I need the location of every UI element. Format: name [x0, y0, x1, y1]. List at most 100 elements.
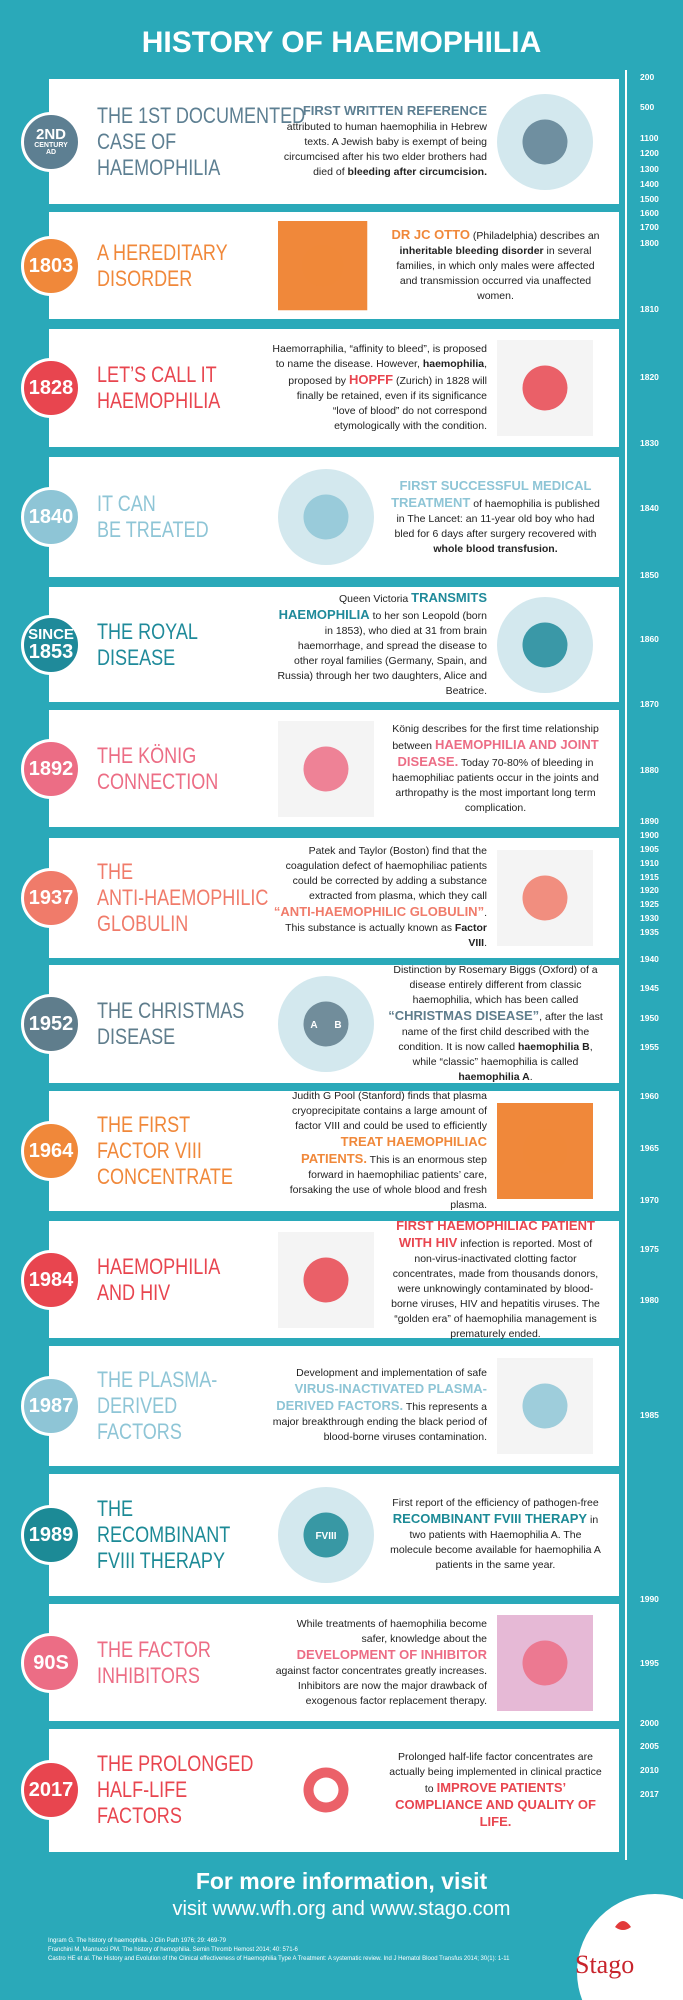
- icon: [497, 849, 593, 946]
- body-run: This is an enormous step forward in haem…: [289, 1153, 487, 1211]
- timeline-label: 1400: [640, 178, 659, 189]
- body-inner: Development and implementation of safe V…: [272, 1366, 487, 1445]
- body-run: FIRST SUCCESSFUL MEDICAL TREATMENT: [391, 477, 592, 510]
- body-run: Distinction by Rosemary Biggs (Oxford) o…: [393, 964, 598, 1007]
- icon: [278, 220, 368, 311]
- year-text: 90S: [33, 1651, 69, 1674]
- body-run: FIRST WRITTEN REFERENCE: [302, 103, 487, 119]
- year-text: 1937: [28, 886, 74, 909]
- heading-line: BE TREATED: [97, 517, 209, 543]
- body-run: infection is reported. Most of non-virus…: [391, 1237, 600, 1340]
- icon: [497, 340, 593, 437]
- heading-line: FACTORS: [97, 1418, 182, 1444]
- timeline-label: 1995: [640, 1657, 659, 1668]
- timeline-label: 1870: [640, 698, 659, 709]
- icon-shape: [522, 622, 568, 668]
- body-inner: Judith G Pool (Stanford) finds that plas…: [272, 1089, 487, 1213]
- icon: [497, 93, 593, 190]
- body-text: Prolonged half-life factor concentrates …: [388, 1737, 603, 1844]
- body-inner: FIRST WRITTEN REFERENCE attributed to hu…: [272, 103, 487, 180]
- icon-shape: [313, 1777, 339, 1803]
- heading-line: THE PLASMA-: [97, 1366, 218, 1392]
- footer-line2: visit www.wfh.org and www.stago.com: [172, 1898, 511, 1920]
- heading-line: THE FIRST: [97, 1111, 191, 1137]
- year-circle: 1840: [21, 487, 81, 548]
- year-text: 1989: [28, 1523, 74, 1546]
- body-run: . This substance is actually known as: [285, 907, 487, 935]
- timeline-label: 1820: [640, 371, 659, 382]
- body-run: Patek and Taylor (Boston) find that the …: [285, 845, 487, 903]
- icon: [278, 1231, 374, 1328]
- timeline-label: 1890: [640, 816, 659, 827]
- logo-mark: [577, 1894, 683, 2000]
- body-inner: FIRST SUCCESSFUL MEDICAL TREATMENT of ha…: [388, 478, 603, 557]
- body-inner: Haemorraphilia, “affinity to bleed”, is …: [272, 342, 487, 434]
- icon: [278, 720, 374, 817]
- icon: [497, 1357, 593, 1454]
- icon-shape: [522, 365, 568, 411]
- body-run: of haemophilia is published in The Lance…: [394, 497, 600, 540]
- icon-label: B: [334, 1020, 341, 1031]
- body-inner: Patek and Taylor (Boston) find that the …: [272, 844, 487, 951]
- heading-line: THE CHRISTMAS: [97, 998, 245, 1024]
- body-run: FIRST HAEMOPHILIAC PATIENT WITH HIV: [396, 1217, 595, 1250]
- body-run: Development and implementation of safe: [296, 1367, 487, 1380]
- body-inner: Queen Victoria TRANSMITS HAEMOPHILIA to …: [272, 590, 487, 699]
- heading-line: FVIII THERAPY: [97, 1547, 225, 1573]
- heading-line: DISEASE: [97, 1024, 176, 1050]
- body-run: DR JC OTTO: [391, 227, 470, 243]
- body-run: haemophilia A: [458, 1071, 530, 1084]
- timeline-label: 1810: [640, 304, 659, 315]
- heading: THE FIRST FACTOR VIII CONCENTRATE: [97, 1112, 233, 1190]
- body-run: This represents a major breakthrough end…: [272, 1401, 487, 1444]
- heading-line: HAEMOPHILIA: [97, 1253, 221, 1279]
- body-run: attributed to human haemophilia in Hebre…: [283, 121, 487, 179]
- icon-shape: [522, 875, 568, 921]
- timeline-label: 1860: [640, 633, 659, 644]
- timeline-label: 1840: [640, 503, 659, 514]
- timeline-label: 2000: [640, 1717, 659, 1728]
- body-text: FIRST WRITTEN REFERENCE attributed to hu…: [272, 87, 487, 196]
- timeline-label: 1905: [640, 844, 659, 855]
- timeline-label: 1900: [640, 830, 659, 841]
- timeline-label: 1955: [640, 1042, 659, 1053]
- heading: THE RECOMBINANT FVIII THERAPY: [97, 1496, 230, 1574]
- heading-line: ANTI-HAEMOPHILIC: [97, 884, 269, 910]
- icon-shape: [522, 119, 568, 165]
- timeline-label: 1970: [640, 1195, 659, 1206]
- timeline-label: 500: [640, 102, 655, 113]
- timeline-label: 1920: [640, 885, 659, 896]
- year-text: 1892: [28, 757, 74, 780]
- body-run: While treatments of haemophilia become s…: [296, 1617, 487, 1645]
- year-text: 1964: [28, 1139, 74, 1162]
- body-run: First report of the efficiency of pathog…: [392, 1497, 599, 1510]
- body-run: haemophilia: [422, 358, 485, 371]
- body-run: TREAT HAEMOPHILIAC PATIENTS.: [300, 1133, 487, 1166]
- body-inner: DR JC OTTO (Philadelphia) describes an i…: [388, 227, 603, 304]
- body-text: Judith G Pool (Stanford) finds that plas…: [272, 1090, 487, 1211]
- heading: THE 1ST DOCUMENTED CASE OF HAEMOPHILIA: [97, 103, 305, 181]
- year-circle: 1803: [21, 235, 81, 296]
- timeline-label: 1965: [640, 1143, 659, 1154]
- body-run: DEVELOPMENT OF INHIBITOR: [296, 1646, 487, 1662]
- year-circle: SINCE 1853: [21, 614, 81, 675]
- icon: [278, 469, 374, 566]
- heading: THE PLASMA- DERIVED FACTORS: [97, 1367, 217, 1445]
- year-text: 1952: [28, 1013, 74, 1036]
- icon: [497, 596, 593, 693]
- body-run: (Philadelphia) describes an: [469, 230, 600, 243]
- body-run: Today 70-80% of bleeding in haemophiliac…: [392, 756, 599, 814]
- body-inner: König describes for the first time relat…: [388, 722, 603, 816]
- body-run: .: [529, 1071, 533, 1084]
- body-run: in several families, in which only males…: [396, 245, 595, 303]
- body-inner: First report of the efficiency of pathog…: [388, 1496, 603, 1573]
- body-inner: FIRST HAEMOPHILIAC PATIENT WITH HIV infe…: [388, 1218, 603, 1342]
- body-inner: While treatments of haemophilia become s…: [272, 1617, 487, 1709]
- icon-shape: [522, 1383, 568, 1429]
- body-run: TRANSMITS HAEMOPHILIA: [278, 590, 487, 623]
- year-circle: 2017: [21, 1760, 81, 1821]
- body-run: (Zurich) in 1828 will finally be retaine…: [296, 375, 487, 433]
- icon-label: FVIII: [315, 1531, 336, 1542]
- heading-line: HAEMOPHILIA: [97, 154, 221, 180]
